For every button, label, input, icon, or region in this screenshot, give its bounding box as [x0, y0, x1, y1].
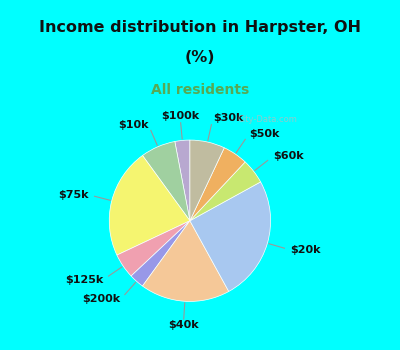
Wedge shape — [142, 141, 190, 221]
Text: Income distribution in Harpster, OH: Income distribution in Harpster, OH — [39, 20, 361, 35]
Wedge shape — [109, 155, 190, 255]
Text: $75k: $75k — [58, 190, 88, 200]
Text: $60k: $60k — [273, 152, 304, 161]
Wedge shape — [190, 182, 270, 292]
Text: $40k: $40k — [168, 321, 199, 330]
Text: (%): (%) — [185, 50, 215, 65]
Text: City-Data.com: City-Data.com — [237, 114, 297, 124]
Text: $100k: $100k — [161, 111, 199, 121]
Wedge shape — [117, 221, 190, 276]
Text: $200k: $200k — [82, 294, 120, 304]
Wedge shape — [190, 140, 224, 221]
Text: $10k: $10k — [118, 119, 148, 130]
Wedge shape — [190, 148, 245, 221]
Wedge shape — [175, 140, 190, 221]
Text: $125k: $125k — [65, 275, 103, 285]
Wedge shape — [142, 221, 229, 301]
Text: $50k: $50k — [249, 129, 279, 139]
Text: All residents: All residents — [151, 83, 249, 97]
Wedge shape — [190, 162, 261, 221]
Text: $20k: $20k — [291, 245, 321, 255]
Text: $30k: $30k — [213, 113, 243, 124]
Wedge shape — [131, 221, 190, 286]
